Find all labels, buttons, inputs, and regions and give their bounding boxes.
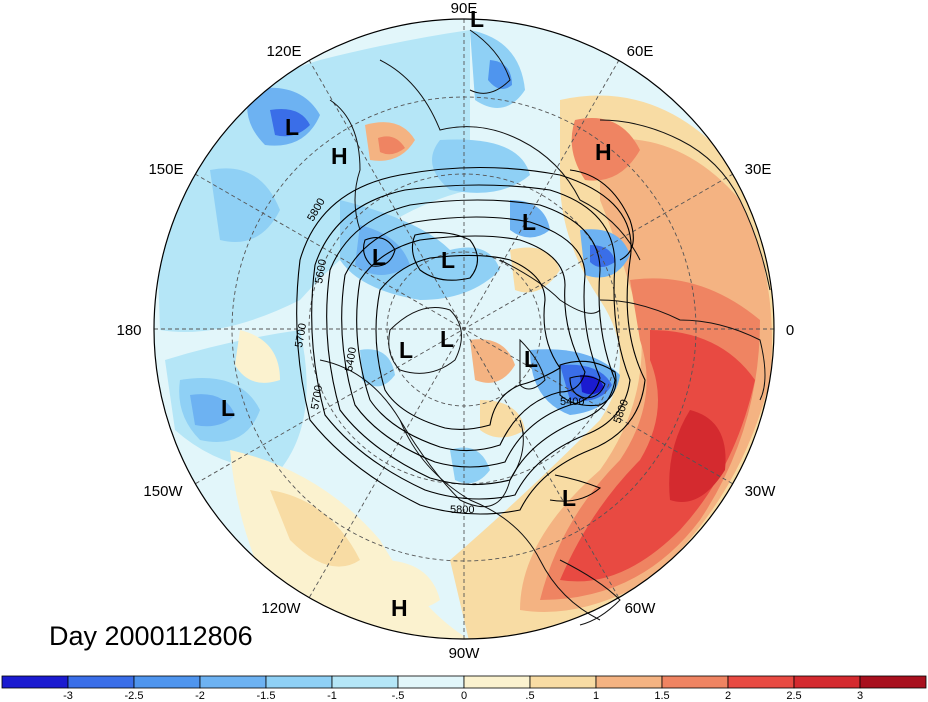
contour-label: 5400 — [343, 346, 359, 372]
colorbar-swatch — [199, 675, 267, 689]
colorbar-swatch — [397, 675, 465, 689]
high-center-marker: H — [595, 139, 612, 165]
lon-label-60e: 60E — [627, 43, 654, 60]
low-center-marker: L — [221, 395, 235, 421]
colorbar-swatch — [331, 675, 399, 689]
contour-label: 5400 — [560, 396, 584, 408]
colorbar-swatch — [859, 675, 927, 689]
colorbar-swatch — [727, 675, 795, 689]
contour-label: 5600 — [313, 258, 329, 284]
colorbar-tick-label: -1.5 — [257, 690, 276, 702]
colorbar-tick-label: 2 — [725, 690, 731, 702]
colorbar-swatch — [793, 675, 861, 689]
low-center-marker: L — [285, 114, 299, 140]
colorbar-tick-label: 1 — [593, 690, 599, 702]
colorbar-tick-label: 1.5 — [654, 690, 669, 702]
lon-label-90e: 90E — [451, 0, 478, 17]
colorbar-tick-label: 0 — [461, 690, 467, 702]
high-center-marker: L — [562, 485, 576, 511]
colorbar-swatch — [265, 675, 333, 689]
lon-label-150w: 150W — [143, 483, 183, 500]
colorbar-tick-label: -.5 — [392, 690, 405, 702]
contour-label: 5800 — [450, 504, 474, 516]
lon-label-120e: 120E — [266, 43, 301, 60]
colorbar-swatch — [595, 675, 663, 689]
lon-label-120w: 120W — [261, 600, 301, 617]
lon-label-90w: 90W — [449, 645, 481, 662]
low-center-marker: H — [391, 595, 408, 621]
low-center-marker: L — [470, 6, 484, 32]
pressure-centers: L L H H L L L L L L L L H — [221, 6, 612, 621]
colorbar-swatch — [529, 675, 597, 689]
longitude-labels: 90E 120E 60E 150E 30E 180 0 150W 30W 120… — [116, 0, 794, 662]
colorbar-tick-label: .5 — [525, 690, 534, 702]
low-center-marker: L — [441, 247, 455, 273]
map-boundary — [153, 18, 775, 640]
lon-label-180: 180 — [116, 322, 141, 339]
colorbar-tick-label: -1 — [327, 690, 337, 702]
graticule — [154, 19, 774, 639]
low-center-marker: L — [524, 346, 538, 372]
lon-label-30e: 30E — [745, 161, 772, 178]
height-contours — [296, 166, 646, 515]
map-title: Day 2000112806 — [49, 621, 253, 651]
colorbar-swatch — [133, 675, 201, 689]
anomaly-shading — [154, 19, 774, 639]
lon-label-0: 0 — [786, 322, 794, 339]
colorbar-tick-label: 3 — [857, 690, 863, 702]
colorbar-tick-label: -3 — [63, 690, 73, 702]
lon-label-150e: 150E — [148, 161, 183, 178]
colorbar-swatch — [661, 675, 729, 689]
low-center-marker: L — [399, 337, 413, 363]
contour-label: 5700 — [309, 384, 325, 410]
colorbar-tick-label: 2.5 — [786, 690, 801, 702]
lon-label-30w: 30W — [745, 483, 777, 500]
low-center-marker: L — [440, 326, 454, 352]
colorbar-tick-label: -2.5 — [125, 690, 144, 702]
colorbar-tick-label: -2 — [195, 690, 205, 702]
colorbar-swatch — [463, 675, 531, 689]
low-center-marker: L — [522, 209, 536, 235]
low-center-marker: L — [372, 244, 386, 270]
lon-label-60w: 60W — [625, 600, 657, 617]
colorbar-swatch — [67, 675, 135, 689]
contour-label: 5700 — [293, 322, 309, 348]
high-center-marker: H — [331, 143, 348, 169]
colorbar-swatch — [1, 675, 69, 689]
contour-labels: 5800 5600 5700 5400 5700 5400 5800 5800 — [293, 196, 631, 516]
colorbar: -3 -2.5 -2 -1.5 -1 -.5 0 .5 1 1.5 2 2.5 3 — [1, 675, 927, 702]
